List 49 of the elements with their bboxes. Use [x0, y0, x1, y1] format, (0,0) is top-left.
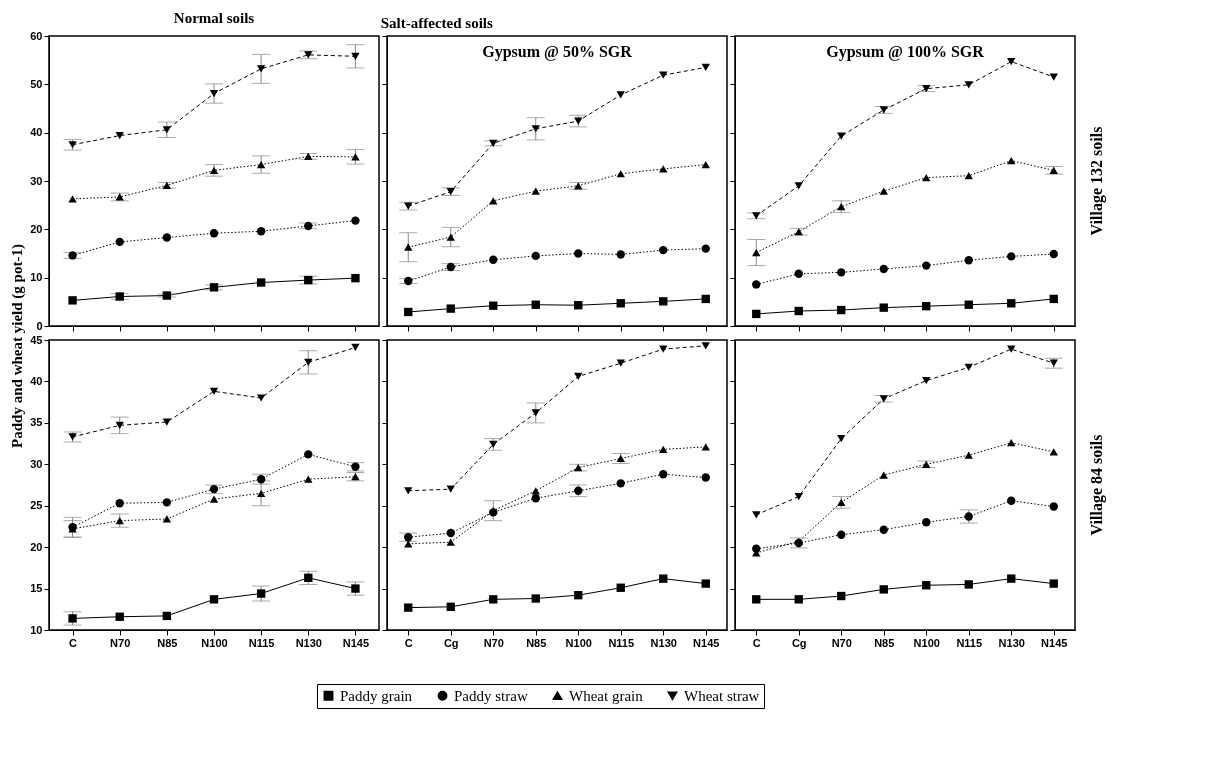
- y-tick-label: 40: [30, 374, 43, 387]
- x-tick-label: N85: [526, 636, 547, 649]
- x-tick-label: N145: [693, 636, 720, 649]
- x-tick-label: N100: [565, 636, 592, 649]
- y-tick-label: 10: [30, 271, 43, 284]
- legend-label: Paddy grain: [340, 687, 413, 704]
- x-tick-label: N70: [110, 636, 131, 649]
- x-tick-label: N115: [248, 636, 275, 649]
- x-tick-label: N115: [608, 636, 635, 649]
- y-tick-label: 35: [30, 416, 43, 429]
- x-tick-label: C: [69, 636, 78, 649]
- chart-title: Normal soils: [173, 10, 255, 26]
- y-tick-label: 30: [30, 174, 43, 187]
- y-tick-label: 0: [36, 319, 43, 332]
- x-tick-label: N130: [650, 636, 677, 649]
- x-tick-label: N145: [342, 636, 370, 649]
- x-tick-label: C: [752, 636, 761, 649]
- x-tick-label: N70: [831, 636, 852, 649]
- y-tick-label: 60: [30, 29, 43, 42]
- x-tick-label: Cg: [443, 636, 459, 649]
- x-tick-label: N100: [201, 636, 228, 649]
- y-axis-title: Paddy and wheat yield (g pot-1): [9, 244, 26, 448]
- y-tick-label: 10: [30, 623, 43, 636]
- x-tick-label: N100: [913, 636, 940, 649]
- x-tick-label: N130: [998, 636, 1025, 649]
- y-tick-label: 20: [30, 540, 43, 553]
- x-tick-label: N130: [295, 636, 322, 649]
- y-tick-label: 30: [30, 457, 43, 470]
- chart-title: Salt-affected soils: [380, 14, 493, 31]
- x-tick-label: N70: [483, 636, 504, 649]
- x-tick-label: N115: [956, 636, 983, 649]
- x-tick-label: Cg: [791, 636, 807, 649]
- x-tick-label: N85: [874, 636, 895, 649]
- y-tick-label: 20: [30, 222, 43, 235]
- x-tick-label: C: [404, 636, 413, 649]
- x-tick-label: N145: [1041, 636, 1068, 649]
- chart-subtitle: Gypsum @ 50% SGR: [482, 43, 633, 61]
- text: Village 84 soils: [1088, 434, 1106, 536]
- text: Village 132 soils: [1088, 126, 1106, 236]
- legend-label: Wheat grain: [569, 687, 644, 704]
- y-tick-label: 40: [30, 126, 43, 139]
- x-tick-label: N85: [157, 636, 178, 649]
- y-tick-label: 15: [30, 582, 43, 595]
- chart-subtitle: Gypsum @ 100% SGR: [826, 43, 985, 61]
- legend-label: Wheat straw: [684, 687, 760, 704]
- y-tick-label: 45: [30, 333, 43, 346]
- y-tick-label: 50: [30, 77, 43, 90]
- y-tick-label: 25: [30, 499, 43, 512]
- legend-label: Paddy straw: [454, 687, 528, 704]
